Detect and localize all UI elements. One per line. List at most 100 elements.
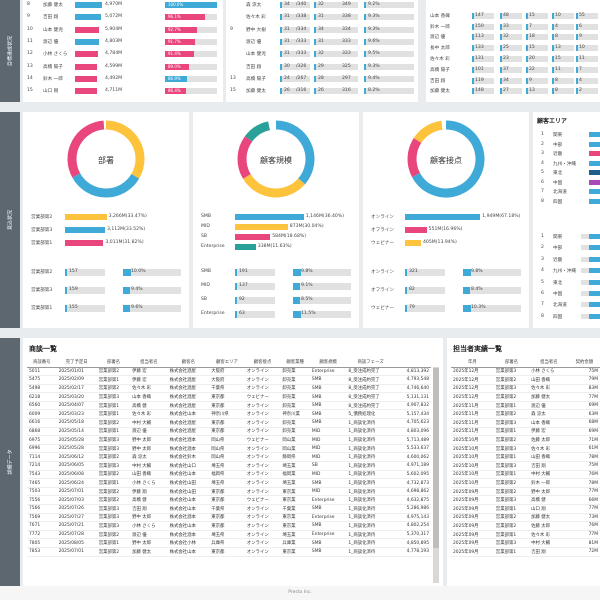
table-row[interactable]: 2025年10月 営業部第1 中村 大輔 76M [451,470,600,480]
area-bar [589,256,600,262]
progress-bar [165,63,189,70]
table-cell: 4,907,832 [394,401,431,411]
table-cell: 68M [568,418,600,428]
table-cell: 2025年10月 [451,444,494,454]
donut-slice[interactable] [242,173,306,198]
table-row[interactable]: 6560 2025/04/07 営業部第1 高橋 健株式会社酒屋 東京都 オンライン 卸売業… [27,401,431,411]
table-cell: 山本 香織 [529,418,569,428]
table-row[interactable]: 2025年10月 営業部第3 佐々木 彩 61M [451,444,600,454]
count-track [500,23,522,30]
table-cell: オンライン [244,513,281,523]
table-cell: 営業部第3 [96,392,131,402]
table-cell: MID [309,444,347,454]
rate-value: 9.5% [368,51,380,57]
table-cell: 1_商談化済待 [346,452,395,463]
table-cell: 7503 [27,487,57,497]
table-row[interactable]: 7214 2025/06/05 営業部第3 中村 大輔 株式会社山口 埼玉県 オンライン 埼玉… [27,461,431,471]
table-row[interactable]: 2025年12月 営業部第2 山田 香織 79M [451,375,600,385]
amount-value: 4,492M [105,75,123,81]
donut-slice[interactable] [72,172,140,198]
table-row[interactable]: 2025年12月 営業部第3 小林 さくら 75M [451,367,600,377]
count-bar [552,77,554,84]
table-row[interactable]: 2025年09月 営業部第1 吉田 翔 72M [451,547,600,557]
count-bar [235,311,237,318]
count-bar [500,12,502,19]
table-row[interactable]: 2025年10月 営業部第1 山田 香織 78M [451,452,600,463]
amount-value: 3,112M(33.52%) [107,227,146,232]
table-row[interactable]: 7853 2025/07/01 営業部第2 加藤 健太 株式会社山本 東京都 オンライン 東京… [27,547,431,557]
table-row[interactable]: 6868 2025/05/14 営業部第1 渡辺 優株式会社酒屋 東京都 オンライン 卸売業… [27,427,431,437]
column-header: 顧客接点 [244,358,281,368]
table-row[interactable]: 2025年12月 営業部第3 佐々木 彩 83M [451,384,600,394]
donut-slice[interactable] [275,120,315,185]
legend-label: MID [201,283,210,288]
count-value: 13 [529,88,535,94]
table-cell: 8_受注成約完了 [346,375,395,385]
rate-value: 8.4% [471,287,483,292]
table-row[interactable]: 7566 2025/07/26 営業部第3 吉田 翔株式会社山本 千葉県 オンライン 千葉業… [27,504,431,514]
table-row[interactable]: 2025年09月 営業部第2 加藤 健太 73M [451,513,600,523]
donut-slice[interactable] [407,137,422,178]
table-row[interactable]: 6975 2025/05/28 営業部第3 野中 太郎 株式会社酒本 岡山県 ウェビナー 岡山… [27,435,431,445]
count-track [576,88,598,95]
table-row[interactable]: 7556 2025/07/03 営業部第2 高橋 健株式会社山本 東京都 ウェビナー 東京業… [27,495,431,505]
table-row[interactable]: 2025年10月 営業部第2 佐藤 太郎 71M [451,435,600,445]
table-row[interactable]: 2025年09月 営業部第2 佐藤 太郎 76M [451,521,600,531]
count-value: 11 [555,66,561,72]
table-row[interactable]: 2025年10月 営業部第3 吉田 翔 75M [451,461,600,471]
table-row[interactable]: 7503 2025/07/01 営業部第2 伊藤 翔株式会社山田 東京都 オンライン 東京業… [27,487,431,497]
table-row[interactable]: 2025年11月 営業部第3 山本 香織 68M [451,418,600,428]
rate-bar [293,311,302,318]
table-cell: オンライン [244,452,281,463]
count-bar [65,305,67,312]
table-row[interactable]: 2025年11月 営業部第1 伊藤 宏 69M [451,427,600,437]
table-row[interactable]: 2025年09月 営業部第3 中村 大輔 81M [451,538,600,548]
table-cell: 7465 [27,478,57,488]
table-row[interactable]: 6996 2025/05/28 営業部第3 野中 太郎 株式会社酒本 岡山県 オンライン 岡山… [27,444,431,454]
table-row[interactable]: 5011 2025/01/01 営業部第2 伊藤 宏株式会社酒屋 大阪府 オンライン 卸売業… [27,367,431,377]
table-row[interactable]: 2025年09月 営業部第1 山口 翔 77M [451,504,600,514]
donut-slice[interactable] [237,136,253,179]
table-row[interactable]: 7114 2025/06/12 営業部第2 森 涼太 株式会社鈴木 岡山県 オンライン 静岡県… [27,452,431,463]
table-row[interactable]: 2025年12月 営業部第2 加藤 健太 77M [451,392,600,402]
table-row[interactable]: 6218 2025/03/20 営業部第3 山本 香織 株式会社酒屋 東京都 ウェビナー 卸売… [27,392,431,402]
table-row[interactable]: 2025年09月 営業部第3 高橋 健 66M [451,495,600,505]
donut-slice[interactable] [67,120,105,178]
count-value: 2 [579,88,582,94]
table-header-row: 年月 部署名 担当者名 契約金額 [451,358,600,368]
table-row[interactable]: 2025年09月 営業部第1 佐々木 彩 77M [451,530,600,540]
table-row[interactable]: 6009 2025/03/23 営業部第1 佐々木 彩株式会社山本 神奈川県 オンライン神… [27,409,431,420]
table-row[interactable]: 2025年11月 営業部第1 渡辺 優 69M [451,401,600,411]
table-row[interactable]: 2025年11月 営業部第2 森 涼太 63M [451,409,600,420]
table-row[interactable]: 6616 2025/05/18 営業部第2 中村 大輔 株式会社酒屋 東京都 オンライン 卸売… [27,418,431,428]
table-cell: 加藤 健太 [529,513,569,523]
table-row[interactable]: 7569 2025/07/27 営業部第3 野中 太郎 株式会社酒本 東京都 オンライン 東京… [27,513,431,523]
count-bar [280,14,282,21]
donut-slice[interactable] [412,120,485,198]
count-value: 31 [284,26,290,32]
table-row[interactable]: 2025年09月 営業部第2 野中 太郎 77M [451,487,600,497]
donut-slice[interactable] [244,121,271,142]
table-cell: ウェビナー [244,435,281,445]
table-row[interactable]: 5475 2025/02/09 営業部第1 伊藤 宏株式会社酒屋 大阪府 オンライン 卸売業… [27,375,431,385]
count-value: 23 [503,56,509,61]
table-row[interactable]: 7805 2025/08/05 営業部第1 野中 太郎 株式会社小林 兵庫県 オンライン 兵庫… [27,538,431,548]
table-cell: 営業部第2 [493,392,530,402]
table-row[interactable]: 7772 2025/07/28 営業部第2 渡辺 優株式会社酒本 埼玉県 オンライン 埼玉業… [27,530,431,540]
table-cell: 佐藤 太郎 [529,521,569,531]
table-row[interactable]: 2025年10月 営業部第2 鈴木 一郎 78M [451,478,600,488]
table-row[interactable]: 7465 2025/06/24 営業部第1 小林 さくら 株式会社山田 埼玉県 オンライン埼… [27,478,431,488]
table-cell: 2025/07/21 [56,521,97,531]
deals-scroll-thumb[interactable] [433,368,439,548]
donut-slice[interactable] [105,120,145,179]
table-row[interactable]: 7671 2025/07/21 営業部第3 小林 さくら 株式会社山本 東京都 オンライン東… [27,521,431,531]
area-bar [589,132,600,137]
rate-value: 10.0% [131,269,146,274]
donut-slice[interactable] [413,120,443,144]
table-row[interactable]: 5498 2025/02/17 営業部第2 佐々木 彩株式会社酒屋 千葉県 オンライン 卸売… [27,384,431,394]
rank-number: 13 [27,63,33,69]
donut-center-label: 顧客接点 [430,156,462,165]
table-row[interactable]: 7543 2025/06/08 営業部第2 山田 香織 株式会社山本 福岡県 オンライン 福岡… [27,470,431,480]
rate-track [364,75,414,82]
rate-track [463,305,521,312]
